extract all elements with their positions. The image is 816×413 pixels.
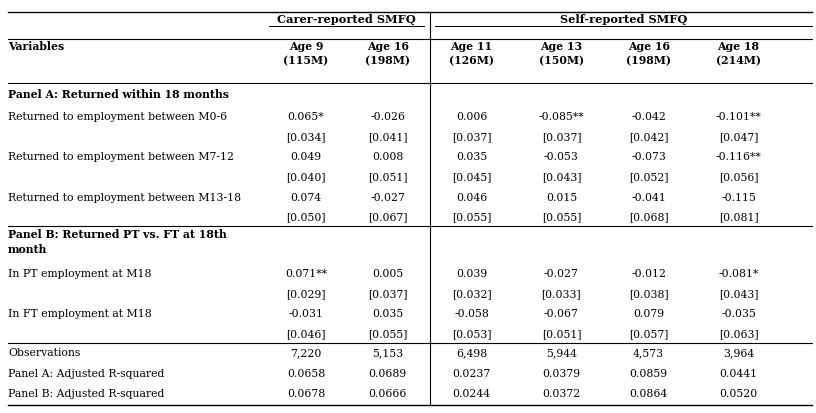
Text: [0.037]: [0.037] xyxy=(452,133,491,142)
Text: [0.050]: [0.050] xyxy=(286,213,326,223)
Text: 0.035: 0.035 xyxy=(372,309,403,319)
Text: [0.057]: [0.057] xyxy=(629,329,668,339)
Text: Returned to employment between M13-18: Returned to employment between M13-18 xyxy=(8,192,242,202)
Text: [0.051]: [0.051] xyxy=(542,329,581,339)
Text: 0.074: 0.074 xyxy=(290,192,322,202)
Text: [0.081]: [0.081] xyxy=(719,213,758,223)
Text: In FT employment at M18: In FT employment at M18 xyxy=(8,309,152,319)
Text: -0.067: -0.067 xyxy=(544,309,579,319)
Text: 0.049: 0.049 xyxy=(290,152,322,162)
Text: 5,944: 5,944 xyxy=(546,348,577,358)
Text: 0.035: 0.035 xyxy=(456,152,487,162)
Text: -0.012: -0.012 xyxy=(632,269,666,279)
Text: [0.052]: [0.052] xyxy=(629,173,668,183)
Text: [0.043]: [0.043] xyxy=(719,289,758,299)
Text: 0.0244: 0.0244 xyxy=(453,389,490,399)
Text: Observations: Observations xyxy=(8,348,81,358)
Text: -0.116**: -0.116** xyxy=(716,152,761,162)
Text: [0.032]: [0.032] xyxy=(452,289,491,299)
Text: 0.0658: 0.0658 xyxy=(287,369,325,379)
Text: Returned to employment between M0-6: Returned to employment between M0-6 xyxy=(8,112,228,122)
Text: Panel A: Adjusted R-squared: Panel A: Adjusted R-squared xyxy=(8,369,165,379)
Text: Age 18
(214M): Age 18 (214M) xyxy=(716,41,761,66)
Text: 0.071**: 0.071** xyxy=(285,269,327,279)
Text: [0.043]: [0.043] xyxy=(542,173,581,183)
Text: Age 9
(115M): Age 9 (115M) xyxy=(283,41,329,66)
Text: Panel B: Adjusted R-squared: Panel B: Adjusted R-squared xyxy=(8,389,165,399)
Text: -0.027: -0.027 xyxy=(370,192,405,202)
Text: Age 13
(150M): Age 13 (150M) xyxy=(539,41,584,66)
Text: -0.073: -0.073 xyxy=(632,152,666,162)
Text: Variables: Variables xyxy=(8,41,64,52)
Text: Age 16
(198M): Age 16 (198M) xyxy=(626,41,672,66)
Text: -0.035: -0.035 xyxy=(721,309,756,319)
Text: Age 16
(198M): Age 16 (198M) xyxy=(365,41,410,66)
Text: [0.047]: [0.047] xyxy=(719,133,758,142)
Text: [0.055]: [0.055] xyxy=(542,213,581,223)
Text: Age 11
(126M): Age 11 (126M) xyxy=(449,41,494,66)
Text: 0.039: 0.039 xyxy=(456,269,487,279)
Text: 0.0666: 0.0666 xyxy=(368,389,407,399)
Text: -0.115: -0.115 xyxy=(721,192,756,202)
Text: 4,573: 4,573 xyxy=(633,348,664,358)
Text: -0.101**: -0.101** xyxy=(716,112,761,122)
Text: 6,498: 6,498 xyxy=(456,348,487,358)
Text: -0.085**: -0.085** xyxy=(539,112,584,122)
Text: 0.005: 0.005 xyxy=(372,269,403,279)
Text: 0.015: 0.015 xyxy=(546,192,577,202)
Text: [0.029]: [0.029] xyxy=(286,289,326,299)
Text: [0.063]: [0.063] xyxy=(719,329,758,339)
Text: 0.0237: 0.0237 xyxy=(453,369,490,379)
Text: 0.0678: 0.0678 xyxy=(287,389,325,399)
Text: [0.034]: [0.034] xyxy=(286,133,326,142)
Text: -0.042: -0.042 xyxy=(632,112,666,122)
Text: -0.027: -0.027 xyxy=(544,269,579,279)
Text: 0.006: 0.006 xyxy=(456,112,487,122)
Text: [0.033]: [0.033] xyxy=(542,289,581,299)
Text: Panel B: Returned PT vs. FT at 18th
month: Panel B: Returned PT vs. FT at 18th mont… xyxy=(8,230,227,254)
Text: 0.0859: 0.0859 xyxy=(630,369,667,379)
Text: -0.058: -0.058 xyxy=(455,309,489,319)
Text: 0.0379: 0.0379 xyxy=(543,369,580,379)
Text: [0.055]: [0.055] xyxy=(368,329,407,339)
Text: [0.046]: [0.046] xyxy=(286,329,326,339)
Text: [0.041]: [0.041] xyxy=(368,133,407,142)
Text: [0.053]: [0.053] xyxy=(452,329,491,339)
Text: -0.053: -0.053 xyxy=(544,152,579,162)
Text: 5,153: 5,153 xyxy=(372,348,403,358)
Text: 0.065*: 0.065* xyxy=(288,112,324,122)
Text: In PT employment at M18: In PT employment at M18 xyxy=(8,269,152,279)
Text: 3,964: 3,964 xyxy=(723,348,754,358)
Text: [0.055]: [0.055] xyxy=(452,213,491,223)
Text: [0.068]: [0.068] xyxy=(629,213,668,223)
Text: 0.0441: 0.0441 xyxy=(720,369,757,379)
Text: [0.056]: [0.056] xyxy=(719,173,758,183)
Text: [0.037]: [0.037] xyxy=(368,289,407,299)
Text: -0.081*: -0.081* xyxy=(718,269,759,279)
Text: 0.0520: 0.0520 xyxy=(720,389,757,399)
Text: Panel A: Returned within 18 months: Panel A: Returned within 18 months xyxy=(8,89,229,100)
Text: Self-reported SMFQ: Self-reported SMFQ xyxy=(560,14,687,25)
Text: 0.0372: 0.0372 xyxy=(543,389,580,399)
Text: 0.008: 0.008 xyxy=(372,152,403,162)
Text: [0.045]: [0.045] xyxy=(452,173,491,183)
Text: -0.031: -0.031 xyxy=(289,309,323,319)
Text: -0.041: -0.041 xyxy=(632,192,666,202)
Text: 0.079: 0.079 xyxy=(633,309,664,319)
Text: 0.0689: 0.0689 xyxy=(369,369,406,379)
Text: Returned to employment between M7-12: Returned to employment between M7-12 xyxy=(8,152,234,162)
Text: -0.026: -0.026 xyxy=(370,112,405,122)
Text: [0.040]: [0.040] xyxy=(286,173,326,183)
Text: Carer-reported SMFQ: Carer-reported SMFQ xyxy=(277,14,416,25)
Text: [0.051]: [0.051] xyxy=(368,173,407,183)
Text: [0.042]: [0.042] xyxy=(629,133,668,142)
Text: 7,220: 7,220 xyxy=(290,348,322,358)
Text: 0.046: 0.046 xyxy=(456,192,487,202)
Text: [0.037]: [0.037] xyxy=(542,133,581,142)
Text: 0.0864: 0.0864 xyxy=(630,389,667,399)
Text: [0.038]: [0.038] xyxy=(629,289,668,299)
Text: [0.067]: [0.067] xyxy=(368,213,407,223)
